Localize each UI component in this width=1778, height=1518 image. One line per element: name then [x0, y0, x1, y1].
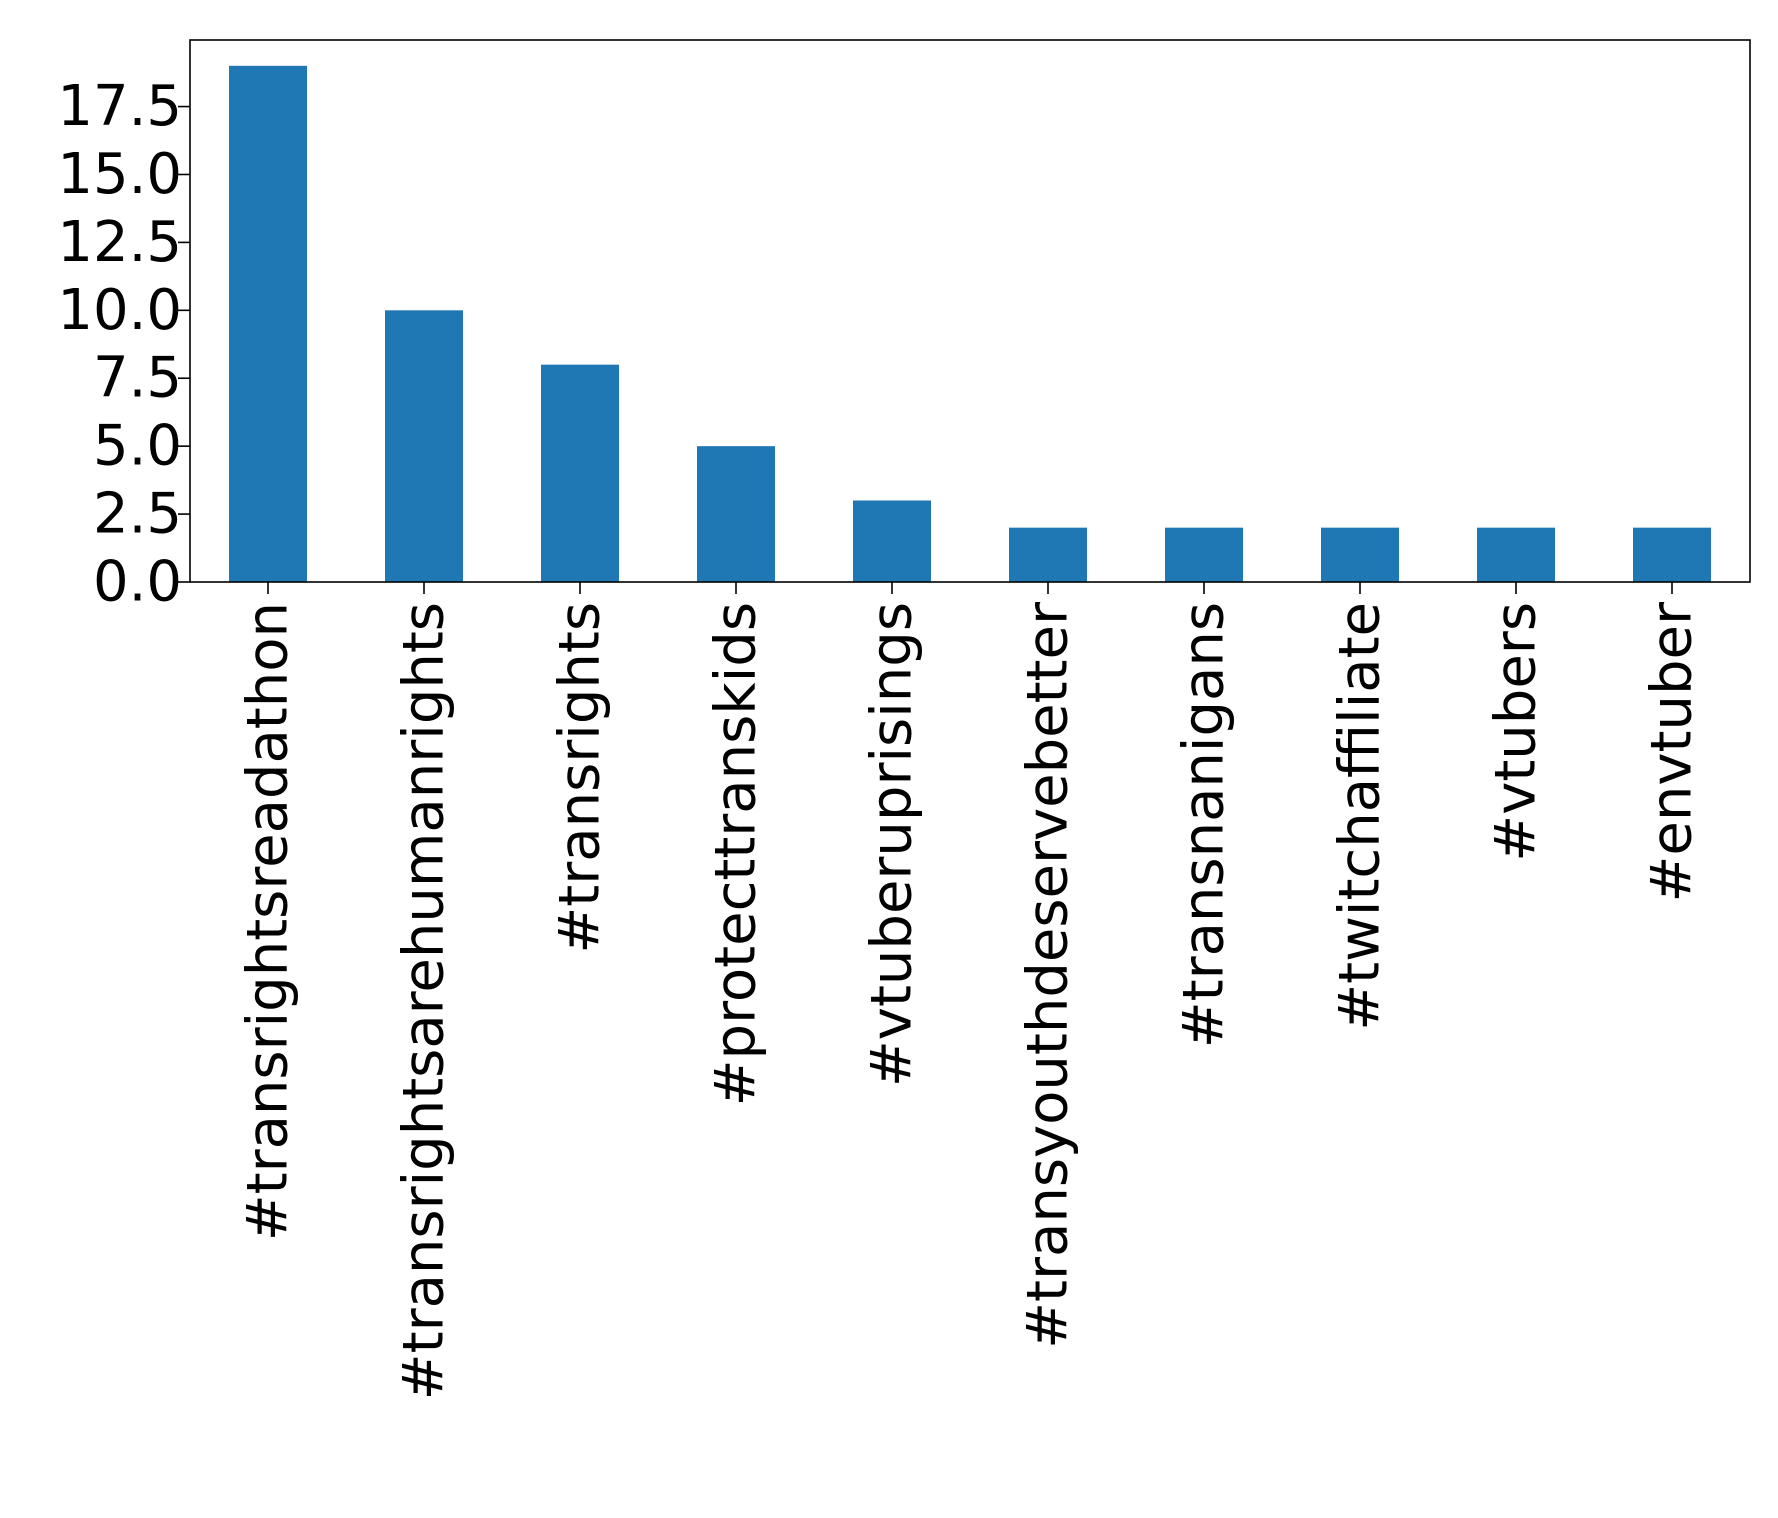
x-tick-label-3: #protecttranskids — [704, 602, 769, 1106]
x-tick-label-8: #vtubers — [1484, 602, 1549, 862]
y-tick-label-0: 0.0 — [93, 550, 182, 615]
x-tick-label-5: #transyouthdeservebetter — [1016, 601, 1081, 1349]
x-tick-label-9: #envtuber — [1640, 601, 1705, 902]
bar-1 — [385, 310, 463, 582]
bars-group — [229, 65, 1711, 583]
x-tick-label-2: #transrights — [548, 602, 613, 954]
y-tick-label-5: 12.5 — [57, 210, 182, 275]
y-tick-label-4: 10.0 — [57, 278, 182, 343]
x-tick-label-1: #transrightsarehumanrights — [392, 602, 457, 1400]
bar-8 — [1477, 527, 1555, 582]
x-tick-label-4: #vtuberuprisings — [860, 602, 925, 1087]
y-tick-label-1: 2.5 — [93, 482, 182, 547]
x-tick-label-7: #twitchaffiliate — [1328, 602, 1393, 1031]
x-tick-label-0: #transrightsreadathon — [236, 602, 301, 1241]
bar-3 — [697, 446, 775, 582]
bar-6 — [1165, 527, 1243, 582]
bar-9 — [1633, 527, 1711, 582]
x-axis: #transrightsreadathon #transrightsarehuma… — [236, 582, 1705, 1400]
bar-2 — [541, 364, 619, 582]
y-tick-label-3: 7.5 — [93, 346, 182, 411]
y-tick-label-6: 15.0 — [57, 142, 182, 207]
bar-5 — [1009, 527, 1087, 582]
y-tick-label-7: 17.5 — [57, 74, 182, 139]
y-tick-label-2: 5.0 — [93, 414, 182, 479]
x-tick-label-6: #transnanigans — [1172, 602, 1237, 1048]
bar-4 — [853, 500, 931, 582]
bar-7 — [1321, 527, 1399, 582]
bar-0 — [229, 65, 307, 583]
y-axis: 0.02.55.07.510.012.515.017.5 — [57, 74, 190, 615]
